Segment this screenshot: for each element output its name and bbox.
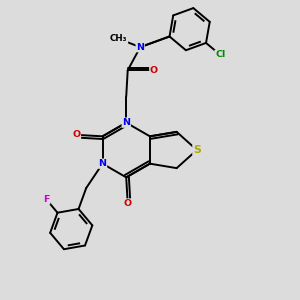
- Text: N: N: [136, 43, 144, 52]
- Text: S: S: [193, 145, 201, 155]
- Text: CH₃: CH₃: [110, 34, 128, 43]
- Text: N: N: [122, 118, 130, 127]
- Text: O: O: [124, 199, 132, 208]
- Text: N: N: [98, 159, 106, 168]
- Text: O: O: [72, 130, 80, 139]
- Text: F: F: [43, 195, 50, 204]
- Text: O: O: [150, 66, 158, 75]
- Text: Cl: Cl: [215, 50, 225, 59]
